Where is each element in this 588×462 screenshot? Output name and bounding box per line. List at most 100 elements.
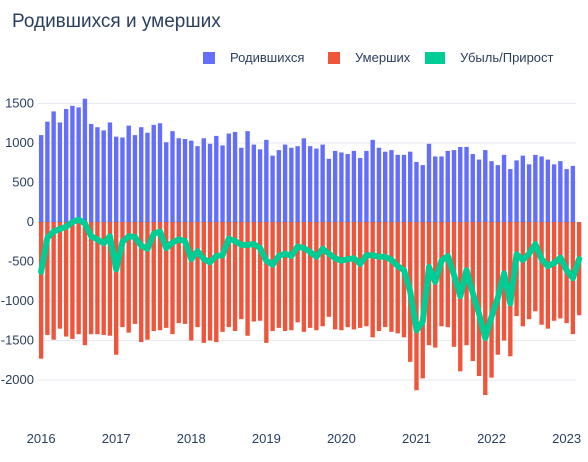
deaths-bar[interactable] <box>489 222 494 378</box>
deaths-bar[interactable] <box>201 222 206 343</box>
births-bar[interactable] <box>483 150 488 222</box>
deaths-bar[interactable] <box>101 222 106 335</box>
deaths-bar[interactable] <box>314 222 319 331</box>
deaths-bar[interactable] <box>264 222 269 343</box>
deaths-bar[interactable] <box>88 222 94 335</box>
births-bar[interactable] <box>170 131 175 222</box>
births-bar[interactable] <box>38 135 44 222</box>
deaths-bar[interactable] <box>464 222 469 346</box>
births-bar[interactable] <box>239 147 244 222</box>
births-bar[interactable] <box>301 138 307 222</box>
births-bar[interactable] <box>226 133 231 222</box>
births-bar[interactable] <box>401 154 407 222</box>
births-bar[interactable] <box>189 140 194 222</box>
deaths-bar[interactable] <box>326 222 332 317</box>
births-bar[interactable] <box>558 161 563 222</box>
births-bar[interactable] <box>370 139 375 222</box>
births-bar[interactable] <box>276 150 282 222</box>
deaths-bar[interactable] <box>370 222 375 338</box>
births-bar[interactable] <box>514 160 519 222</box>
deaths-bar[interactable] <box>126 222 131 333</box>
deaths-bar[interactable] <box>82 222 88 346</box>
deaths-bar[interactable] <box>245 222 250 336</box>
births-bar[interactable] <box>232 131 238 222</box>
deaths-bar[interactable] <box>220 222 225 332</box>
deaths-bar[interactable] <box>232 222 238 332</box>
deaths-bar[interactable] <box>332 222 338 330</box>
births-bar[interactable] <box>445 150 450 222</box>
births-bar[interactable] <box>451 150 457 222</box>
births-bar[interactable] <box>82 98 88 222</box>
births-bar[interactable] <box>508 169 513 222</box>
births-bar[interactable] <box>339 152 344 222</box>
births-bar[interactable] <box>114 136 119 222</box>
births-bar[interactable] <box>107 122 113 222</box>
legend-deaths[interactable]: Умерших <box>328 50 411 65</box>
deaths-bar[interactable] <box>189 222 194 341</box>
deaths-bar[interactable] <box>526 222 532 320</box>
deaths-bar[interactable] <box>414 222 419 391</box>
deaths-bar[interactable] <box>207 222 213 341</box>
births-bar[interactable] <box>470 154 475 222</box>
deaths-bar[interactable] <box>45 222 50 335</box>
births-bar[interactable] <box>376 147 382 222</box>
births-bar[interactable] <box>383 151 388 222</box>
births-bar[interactable] <box>264 139 269 222</box>
deaths-bar[interactable] <box>307 222 313 328</box>
births-bar[interactable] <box>270 155 275 222</box>
births-bar[interactable] <box>464 146 469 222</box>
births-bar[interactable] <box>251 144 257 222</box>
births-bar[interactable] <box>101 130 106 222</box>
births-bar[interactable] <box>70 105 75 222</box>
births-bar[interactable] <box>351 150 357 222</box>
deaths-bar[interactable] <box>38 222 44 359</box>
deaths-bar[interactable] <box>533 222 538 312</box>
deaths-bar[interactable] <box>164 222 169 328</box>
deaths-bar[interactable] <box>376 222 382 332</box>
deaths-bar[interactable] <box>395 222 400 334</box>
deaths-bar[interactable] <box>357 222 363 328</box>
deaths-bar[interactable] <box>51 222 56 340</box>
births-bar[interactable] <box>220 145 225 222</box>
deaths-bar[interactable] <box>76 222 81 335</box>
births-bar[interactable] <box>476 159 482 222</box>
deaths-bar[interactable] <box>383 222 388 328</box>
deaths-bar[interactable] <box>276 222 282 328</box>
births-bar[interactable] <box>182 139 188 222</box>
births-bar[interactable] <box>139 127 144 222</box>
legend-births[interactable]: Родившихся <box>203 50 304 65</box>
deaths-bar[interactable] <box>439 222 444 327</box>
deaths-bar[interactable] <box>195 222 200 328</box>
deaths-bar[interactable] <box>270 222 275 332</box>
births-bar[interactable] <box>395 154 400 222</box>
births-bar[interactable] <box>439 156 444 222</box>
legend-balance[interactable]: Убыль/Прирост <box>425 50 554 65</box>
births-bar[interactable] <box>326 158 332 222</box>
births-bar[interactable] <box>408 151 413 222</box>
births-bar[interactable] <box>295 146 300 222</box>
births-bar[interactable] <box>414 161 419 222</box>
deaths-bar[interactable] <box>345 222 350 328</box>
deaths-bar[interactable] <box>551 222 557 321</box>
births-bar[interactable] <box>345 154 350 222</box>
births-bar[interactable] <box>57 122 63 222</box>
births-bar[interactable] <box>45 121 50 222</box>
births-bar[interactable] <box>332 150 338 222</box>
deaths-bar[interactable] <box>545 222 551 329</box>
births-bar[interactable] <box>539 156 544 222</box>
births-bar[interactable] <box>145 132 150 222</box>
deaths-bar[interactable] <box>351 222 357 330</box>
deaths-bar[interactable] <box>520 222 526 327</box>
deaths-bar[interactable] <box>389 222 394 332</box>
deaths-bar[interactable] <box>70 222 75 339</box>
births-bar[interactable] <box>164 142 169 222</box>
deaths-bar[interactable] <box>120 222 125 328</box>
deaths-bar[interactable] <box>132 222 138 324</box>
deaths-bar[interactable] <box>226 222 231 328</box>
births-bar[interactable] <box>551 164 557 222</box>
births-bar[interactable] <box>489 161 494 222</box>
births-bar[interactable] <box>214 135 219 222</box>
births-bar[interactable] <box>364 150 369 222</box>
deaths-bar[interactable] <box>339 222 344 331</box>
balance-line[interactable] <box>38 216 583 342</box>
